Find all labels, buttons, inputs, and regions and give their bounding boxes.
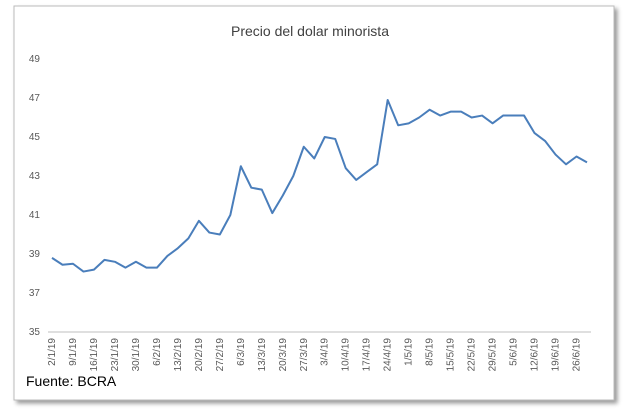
x-tick-label: 3/4/19 xyxy=(320,338,331,366)
x-tick-label: 12/6/19 xyxy=(530,338,541,372)
x-tick-label: 6/3/19 xyxy=(236,338,247,366)
x-tick-label: 13/3/19 xyxy=(257,338,268,372)
x-tick-label: 13/2/19 xyxy=(173,338,184,372)
x-tick-label: 1/5/19 xyxy=(404,338,415,366)
x-tick-label: 2/1/19 xyxy=(47,338,58,366)
y-tick-label: 39 xyxy=(29,249,41,260)
y-tick-label: 49 xyxy=(29,54,41,65)
x-tick-label: 6/2/19 xyxy=(152,338,163,366)
x-tick-label: 5/6/19 xyxy=(509,338,520,366)
x-tick-label: 16/1/19 xyxy=(89,338,100,372)
line xyxy=(51,98,588,273)
x-tick-label: 22/5/19 xyxy=(467,338,478,372)
frame xyxy=(13,5,615,401)
x-tick-label: 19/6/19 xyxy=(551,338,562,372)
x-tick-label: 8/5/19 xyxy=(425,338,436,366)
x-tick-label: 30/1/19 xyxy=(131,338,142,372)
x-tick-label: 20/3/19 xyxy=(278,338,289,372)
y-tick-label: 45 xyxy=(29,132,41,143)
x-tick-label: 15/5/19 xyxy=(446,338,457,372)
chart-title: Precio del dolar minorista xyxy=(231,23,389,39)
y-tick-label: 43 xyxy=(29,171,41,182)
x-tick-label: 27/3/19 xyxy=(299,338,310,372)
y-tick-label: 47 xyxy=(29,93,41,104)
x-tick-label: 17/4/19 xyxy=(362,338,373,372)
x-tick-label: 27/2/19 xyxy=(215,338,226,372)
y-tick-label: 35 xyxy=(29,327,41,338)
x-tick-label: 9/1/19 xyxy=(68,338,79,366)
y-tick-label: 37 xyxy=(29,288,41,299)
x-tick-label: 10/4/19 xyxy=(341,338,352,372)
x-tick-label: 23/1/19 xyxy=(110,338,121,372)
annotation: Fuente: BCRA xyxy=(26,373,117,389)
x-tick-label: 26/6/19 xyxy=(572,338,583,372)
x-tick-label: 24/4/19 xyxy=(383,338,394,372)
y-tick-label: 41 xyxy=(29,210,41,221)
x-tick-label: 20/2/19 xyxy=(194,338,205,372)
x-tick-label: 29/5/19 xyxy=(488,338,499,372)
